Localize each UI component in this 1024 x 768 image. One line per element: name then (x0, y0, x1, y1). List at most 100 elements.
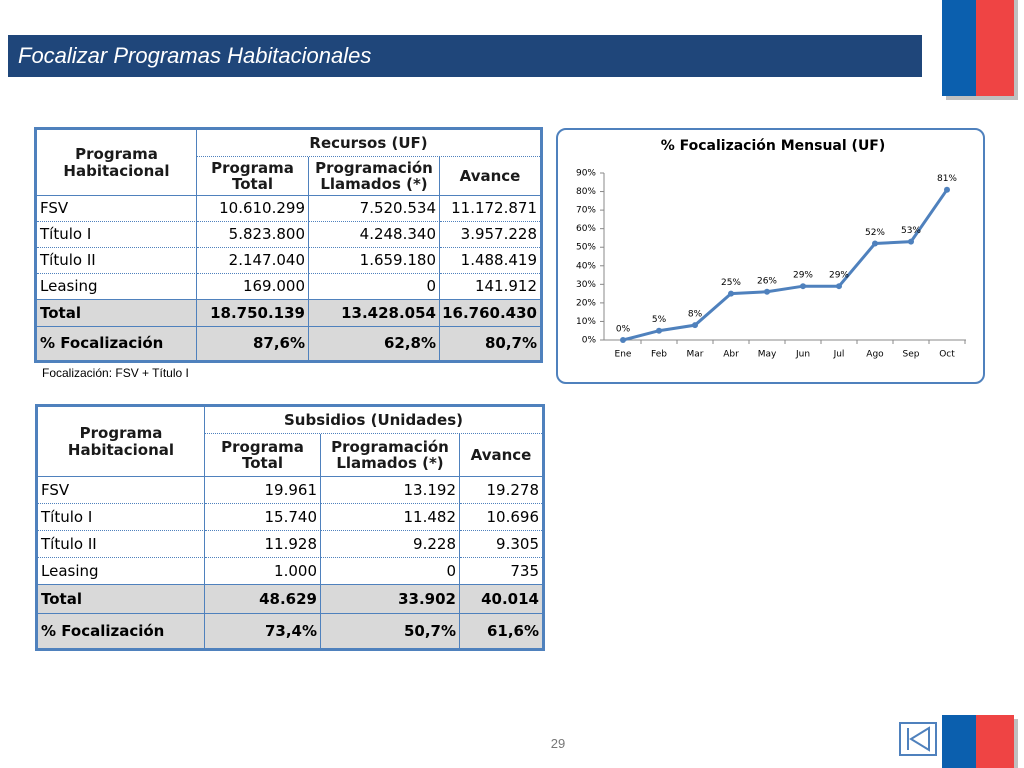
summary-cell: 73,4% (205, 614, 321, 648)
y-tick-label: 70% (576, 206, 596, 216)
x-tick-label: Ene (615, 350, 632, 360)
table-cell: 0 (321, 558, 460, 585)
x-tick-label: Feb (651, 350, 667, 360)
x-tick-label: Jun (795, 350, 810, 360)
group-header: Recursos (UF) (197, 130, 540, 157)
group-header: Subsidios (Unidades) (205, 407, 542, 434)
table-cell: Leasing (37, 274, 197, 300)
summary-cell: 33.902 (321, 585, 460, 614)
data-point (836, 283, 842, 290)
column-header: Avance (440, 157, 540, 196)
data-point (944, 186, 950, 193)
decor-red (976, 0, 1014, 96)
data-table: Programa Habitacional Recursos (UF) Progra… (34, 127, 543, 363)
table-cell: 1.488.419 (440, 248, 540, 274)
data-label: 26% (757, 276, 777, 286)
x-tick-label: Abr (723, 350, 739, 360)
table-cell: Título I (37, 222, 197, 248)
table-cell: 0 (309, 274, 440, 300)
x-tick-label: Jul (833, 350, 845, 360)
data-label: 0% (616, 325, 631, 335)
data-label: 29% (829, 271, 849, 281)
data-point (620, 337, 626, 343)
table-cell: 9.228 (321, 531, 460, 558)
stub-header: Programa Habitacional (38, 407, 205, 477)
summary-cell: 13.428.054 (309, 300, 440, 327)
y-tick-label: 90% (576, 169, 596, 179)
table-cell: 2.147.040 (197, 248, 309, 274)
column-header: Avance (460, 434, 542, 477)
y-tick-label: 80% (576, 187, 596, 197)
title-bar: Focalizar Programas Habitacionales (8, 35, 922, 77)
chart-frame (556, 128, 985, 384)
y-tick-label: 30% (576, 280, 596, 290)
table-cell: 10.610.299 (197, 196, 309, 222)
slide-title: Focalizar Programas Habitacionales (18, 43, 372, 68)
summary-cell: % Focalización (37, 327, 197, 360)
data-point (908, 238, 914, 245)
summary-cell: Total (38, 585, 205, 614)
summary-cell: 62,8% (309, 327, 440, 360)
data-label: 8% (688, 310, 703, 320)
stub-header: Programa Habitacional (37, 130, 197, 196)
table-cell: 10.696 (460, 504, 542, 531)
column-header: Programación Llamados (*) (321, 434, 460, 477)
data-label: 53% (901, 226, 921, 236)
table-cell: FSV (38, 477, 205, 504)
table-cell: 3.957.228 (440, 222, 540, 248)
data-line (622, 188, 949, 342)
summary-cell: 16.760.430 (440, 300, 540, 327)
column-header: Programa Total (205, 434, 321, 477)
page-number: 29 (550, 736, 566, 751)
y-tick-label: 0% (582, 336, 597, 346)
x-tick-label: Ago (866, 350, 884, 360)
table-cell: 11.928 (205, 531, 321, 558)
table-cell: 735 (460, 558, 542, 585)
data-label: 25% (721, 278, 741, 288)
data-label: 52% (865, 228, 885, 238)
table-cell: 7.520.534 (309, 196, 440, 222)
table-cell: Título I (38, 504, 205, 531)
table-cell: 4.248.340 (309, 222, 440, 248)
decor-blue (942, 0, 976, 96)
table-cell: Leasing (38, 558, 205, 585)
summary-cell: % Focalización (38, 614, 205, 648)
summary-cell: 87,6% (197, 327, 309, 360)
table-cell: 11.172.871 (440, 196, 540, 222)
data-table: Programa Habitacional Subsidios (Unidades… (35, 404, 545, 651)
summary-cell: 50,7% (321, 614, 460, 648)
x-tick-label: May (758, 350, 777, 360)
table-cell: 1.659.180 (309, 248, 440, 274)
table-cell: 1.000 (205, 558, 321, 585)
chart: % Focalización Mensual (UF) 0% 10% 20% 30% 4… (576, 138, 966, 360)
summary-cell: 80,7% (440, 327, 540, 360)
data-point (872, 240, 878, 247)
x-tick-label: Oct (939, 350, 955, 360)
data-point (692, 322, 698, 329)
summary-cell: 61,6% (460, 614, 542, 648)
x-tick-label: Sep (903, 350, 920, 360)
y-tick-label: 40% (576, 261, 596, 271)
nav-first[interactable] (899, 722, 937, 756)
table-cell: 19.961 (205, 477, 321, 504)
y-tick-label: 10% (576, 317, 596, 327)
summary-cell: Total (37, 300, 197, 327)
y-tick-label: 50% (576, 243, 596, 253)
table-cell: 169.000 (197, 274, 309, 300)
data-point (656, 327, 662, 334)
data-label: 5% (652, 315, 667, 325)
table-note: Focalización: FSV + Título I (42, 366, 189, 380)
chart-title: % Focalización Mensual (UF) (661, 138, 886, 154)
summary-cell: 18.750.139 (197, 300, 309, 327)
table-cell: 9.305 (460, 531, 542, 558)
summary-cell: 40.014 (460, 585, 542, 614)
table-cell: 15.740 (205, 504, 321, 531)
summary-cell: 48.629 (205, 585, 321, 614)
table-cell: FSV (37, 196, 197, 222)
column-header: Programa Total (197, 157, 309, 196)
data-label: 81% (937, 174, 957, 184)
y-tick-label: 20% (576, 298, 596, 308)
decor-blue (942, 715, 976, 768)
table-cell: 141.912 (440, 274, 540, 300)
